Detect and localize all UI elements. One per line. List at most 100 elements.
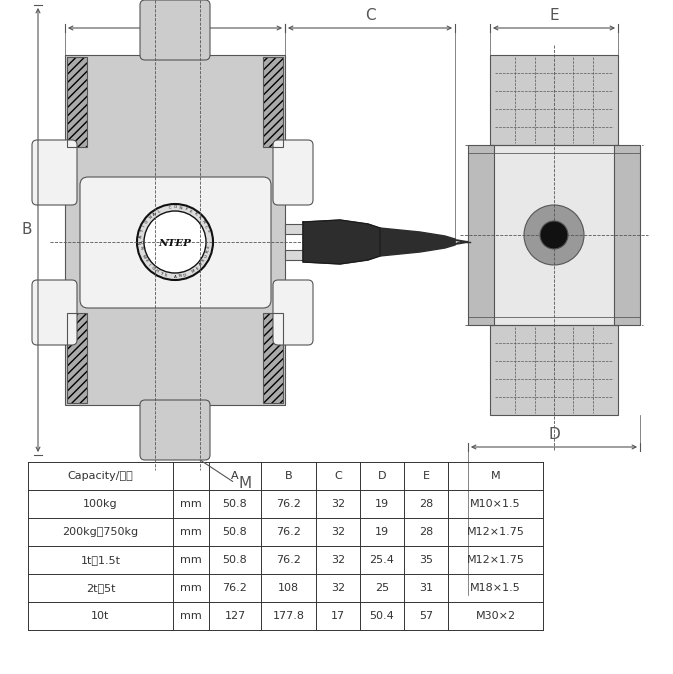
Text: 1t～1.5t: 1t～1.5t xyxy=(81,555,120,565)
Bar xyxy=(468,145,494,325)
Text: 28: 28 xyxy=(419,527,433,537)
Bar xyxy=(263,57,283,147)
FancyBboxPatch shape xyxy=(140,0,210,60)
Text: T: T xyxy=(140,230,145,233)
Text: H: H xyxy=(154,268,159,274)
Text: Capacity/量程: Capacity/量程 xyxy=(67,471,133,481)
Text: E: E xyxy=(195,266,200,270)
Text: 76.2: 76.2 xyxy=(276,555,301,565)
Text: A: A xyxy=(199,262,203,267)
Text: R: R xyxy=(193,212,198,216)
Text: 76.2: 76.2 xyxy=(223,583,248,593)
Text: S: S xyxy=(202,258,207,263)
Text: 17: 17 xyxy=(331,611,345,621)
Text: 76.2: 76.2 xyxy=(276,527,301,537)
Text: M: M xyxy=(491,471,500,481)
Bar xyxy=(67,57,87,147)
Text: 32: 32 xyxy=(331,499,345,509)
Text: R: R xyxy=(206,250,211,253)
Text: 32: 32 xyxy=(331,583,345,593)
Text: 19: 19 xyxy=(375,499,389,509)
FancyBboxPatch shape xyxy=(140,400,210,460)
Text: M12×1.75: M12×1.75 xyxy=(466,527,524,537)
Text: A: A xyxy=(139,235,143,239)
Text: B: B xyxy=(285,471,292,481)
Text: C: C xyxy=(365,8,376,23)
Text: N: N xyxy=(178,206,182,210)
Text: 10t: 10t xyxy=(92,611,110,621)
Text: 76.2: 76.2 xyxy=(276,499,301,509)
Text: E: E xyxy=(423,471,429,481)
Text: 25: 25 xyxy=(375,583,389,593)
Text: E: E xyxy=(197,215,202,220)
Text: C: C xyxy=(168,206,172,210)
Text: B: B xyxy=(22,222,32,237)
Text: M18×1.5: M18×1.5 xyxy=(470,583,521,593)
Text: 19: 19 xyxy=(375,527,389,537)
Text: A: A xyxy=(152,212,157,216)
Text: mm: mm xyxy=(180,583,202,593)
Text: 100kg: 100kg xyxy=(83,499,118,509)
Text: 200kg～750kg: 200kg～750kg xyxy=(63,527,139,537)
Text: O: O xyxy=(174,206,176,210)
Text: mm: mm xyxy=(180,611,202,621)
Text: U: U xyxy=(204,254,209,259)
Text: N: N xyxy=(139,245,143,249)
Text: C: C xyxy=(203,224,208,228)
Bar xyxy=(490,55,618,415)
Text: E: E xyxy=(549,8,559,23)
Text: L: L xyxy=(157,209,162,214)
Bar xyxy=(67,313,87,403)
Text: M: M xyxy=(191,268,197,274)
Text: D: D xyxy=(378,471,386,481)
FancyBboxPatch shape xyxy=(32,280,77,345)
Text: 50.8: 50.8 xyxy=(223,499,248,509)
Text: 31: 31 xyxy=(419,583,433,593)
Text: I: I xyxy=(142,225,146,228)
Text: A: A xyxy=(232,471,239,481)
Text: 28: 28 xyxy=(419,499,433,509)
Text: D: D xyxy=(548,427,560,442)
Text: N: N xyxy=(139,241,143,243)
Text: W: W xyxy=(141,253,146,259)
Text: E: E xyxy=(188,209,192,214)
Text: 25.4: 25.4 xyxy=(369,555,394,565)
Text: N: N xyxy=(148,215,153,220)
Text: N: N xyxy=(178,274,182,278)
Text: D: D xyxy=(182,273,187,278)
Text: T: T xyxy=(159,271,163,276)
Text: G: G xyxy=(150,266,155,271)
Text: M12×1.75: M12×1.75 xyxy=(466,555,524,565)
Text: 50.8: 50.8 xyxy=(223,527,248,537)
Text: E: E xyxy=(207,245,211,249)
Text: E: E xyxy=(205,229,210,233)
Circle shape xyxy=(524,205,584,265)
Text: O: O xyxy=(145,219,149,224)
Text: 32: 32 xyxy=(331,555,345,565)
Bar xyxy=(67,57,87,147)
Text: A: A xyxy=(174,274,176,278)
FancyBboxPatch shape xyxy=(273,140,313,205)
Bar xyxy=(490,145,618,325)
Text: 2t～5t: 2t～5t xyxy=(85,583,115,593)
Circle shape xyxy=(144,211,206,273)
Text: M: M xyxy=(238,475,251,491)
Bar xyxy=(65,55,285,405)
Text: 50.4: 50.4 xyxy=(369,611,394,621)
Text: M10×1.5: M10×1.5 xyxy=(470,499,521,509)
Text: 50.8: 50.8 xyxy=(223,555,248,565)
Polygon shape xyxy=(303,220,380,264)
FancyBboxPatch shape xyxy=(80,177,271,308)
Text: mm: mm xyxy=(180,555,202,565)
Bar xyxy=(614,145,640,325)
Text: I: I xyxy=(147,263,151,266)
Circle shape xyxy=(137,204,213,280)
Text: 177.8: 177.8 xyxy=(273,611,304,621)
Text: C: C xyxy=(334,471,342,481)
FancyBboxPatch shape xyxy=(273,280,313,345)
Polygon shape xyxy=(380,228,455,256)
Text: 35: 35 xyxy=(419,555,433,565)
Text: NTEP: NTEP xyxy=(159,239,191,249)
Text: S: S xyxy=(164,273,167,278)
Bar xyxy=(285,224,303,234)
